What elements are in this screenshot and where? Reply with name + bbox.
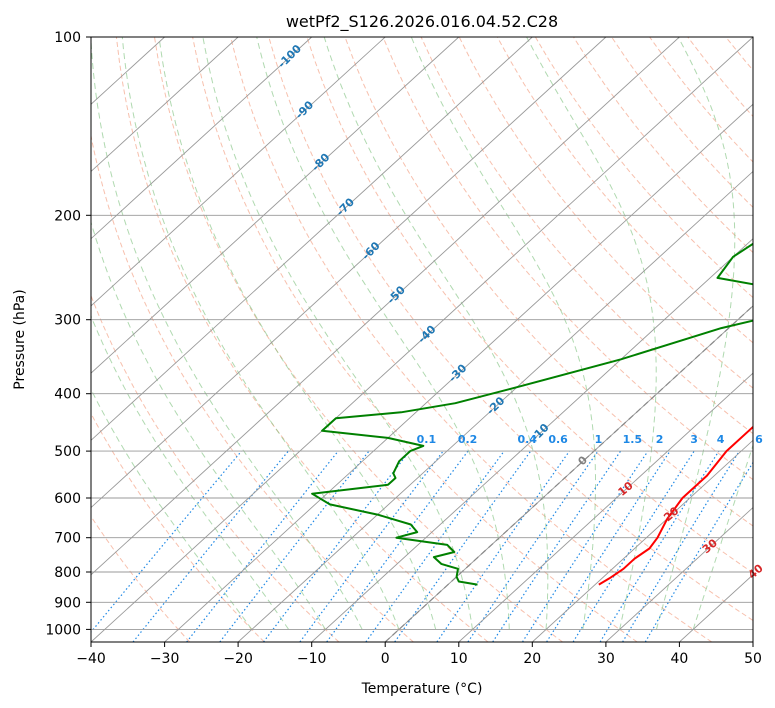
y-axis: 100 200 300 400 500 600 700 800 900 1000 <box>45 30 91 638</box>
x-tick-label: 30 <box>597 651 615 667</box>
mixing-ratio-line <box>492 450 622 642</box>
mixing-ratio-line <box>326 450 469 642</box>
moist-adiabat <box>323 37 549 630</box>
dry-adiabat <box>115 37 489 642</box>
y-tick-label: 1000 <box>45 622 81 638</box>
moist-adiabat <box>121 37 400 630</box>
mixing-ratio-line <box>186 450 339 642</box>
chart-title: wetPf2_S126.2026.016.04.52.C28 <box>286 12 558 32</box>
isotherm <box>384 305 753 642</box>
mixing-ratio-label: 0.2 <box>458 433 478 446</box>
plot-frame <box>90 36 754 643</box>
y-axis-title: Pressure (hPa) <box>12 289 28 389</box>
y-tick-label: 300 <box>54 313 81 329</box>
dry-adiabat <box>344 37 753 527</box>
x-tick-label: −30 <box>150 651 180 667</box>
dry-adiabat <box>496 37 753 344</box>
x-tick-label: −40 <box>76 651 106 667</box>
moist-adiabat <box>158 37 437 630</box>
isotherm <box>91 37 313 240</box>
mixing-ratio-line <box>546 450 671 642</box>
dewpoint-profile <box>311 242 753 586</box>
mixing-ratio-label: 0.1 <box>417 433 437 446</box>
x-tick-label: 50 <box>744 651 762 667</box>
moist-adiabat <box>91 388 253 630</box>
moist-adiabat <box>256 37 510 630</box>
mixing-ratio-label: 6 <box>755 433 763 446</box>
moist-adiabat <box>410 37 596 630</box>
mixing-ratio-line <box>132 450 289 642</box>
mixing-ratio-label: 1 <box>595 433 603 446</box>
y-tick-label: 200 <box>54 208 81 224</box>
x-tick-label: 20 <box>523 651 541 667</box>
isotherm <box>164 103 753 642</box>
isotherm <box>458 372 753 642</box>
mixing-ratio-line <box>365 450 505 642</box>
y-tick-label: 500 <box>54 444 81 460</box>
isotherm <box>237 170 753 642</box>
isotherms <box>91 37 753 642</box>
moist-adiabats <box>91 37 753 630</box>
isotherm <box>531 439 753 642</box>
moist-adiabat <box>655 37 736 630</box>
plot-area <box>91 37 753 642</box>
mixing-ratio-line <box>467 450 599 642</box>
moist-adiabat <box>91 314 290 630</box>
mixing-ratio-label: 0.4 <box>517 433 537 446</box>
mixing-ratio-line <box>263 450 410 642</box>
y-tick-label: 700 <box>54 531 81 547</box>
mixing-ratio-label: 3 <box>690 433 698 446</box>
y-tick-label: 400 <box>54 387 81 403</box>
isotherm <box>605 506 753 642</box>
mixing-ratio-line <box>521 450 649 642</box>
mixing-ratio-line <box>436 450 570 642</box>
dry-adiabat <box>306 37 753 574</box>
mixing-ratio-lines <box>91 450 753 642</box>
moist-adiabat <box>91 37 363 630</box>
x-tick-label: 40 <box>670 651 688 667</box>
dry-adiabat <box>91 412 265 642</box>
dry-adiabat <box>154 37 563 642</box>
x-tick-label: 0 <box>381 651 390 667</box>
mixing-ratio-line <box>299 450 444 642</box>
dry-adiabat <box>268 37 753 622</box>
y-tick-label: 100 <box>54 30 81 46</box>
x-tick-label: −20 <box>223 651 253 667</box>
isotherm <box>91 37 460 374</box>
mixing-ratio-label: 4 <box>717 433 725 446</box>
y-tick-label: 600 <box>54 491 81 507</box>
moist-adiabat <box>526 37 657 630</box>
moist-adiabat <box>202 37 473 630</box>
mixing-ratio-label: 0.6 <box>548 433 568 446</box>
y-tick-label: 900 <box>54 595 81 611</box>
y-tick-label: 800 <box>54 565 81 581</box>
mixing-ratio-line <box>599 450 720 642</box>
dry-adiabat <box>420 37 753 435</box>
temperature-profile <box>598 425 753 586</box>
mixing-ratio-line <box>572 450 695 642</box>
isotherm <box>91 37 680 576</box>
dry-adiabat <box>192 37 638 642</box>
x-tick-label: −10 <box>297 651 327 667</box>
mixing-ratio-line <box>622 450 740 642</box>
isotherm <box>91 37 607 509</box>
x-tick-label: 10 <box>450 651 468 667</box>
isotherm <box>91 37 239 173</box>
moist-adiabat <box>692 443 753 630</box>
dry-adiabat <box>230 37 713 642</box>
mixing-ratio-label: 1.5 <box>623 433 643 446</box>
mixing-ratio-line <box>91 450 242 633</box>
isobars <box>91 37 753 630</box>
mixing-ratio-label: 2 <box>656 433 664 446</box>
isotherm <box>91 37 533 441</box>
x-axis-title: Temperature (°C) <box>361 681 483 697</box>
x-axis: −40 −30 −20 −10 0 10 20 30 40 50 <box>76 642 762 667</box>
isotherm <box>91 37 386 307</box>
isotherm <box>91 37 753 642</box>
